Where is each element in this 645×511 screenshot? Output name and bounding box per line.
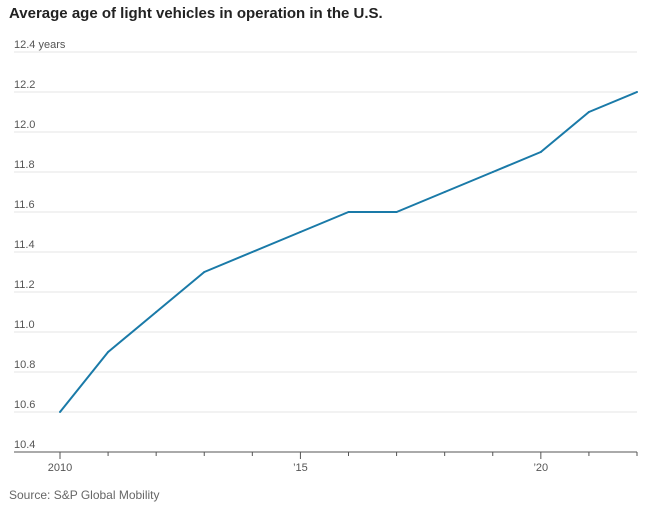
y-tick-label: 12.4 years (14, 39, 66, 51)
y-axis-labels: 12.4 years 12.2 12.0 11.8 11.6 11.4 11.2 11.0 10… (14, 39, 66, 451)
data-point (299, 231, 302, 233)
source-note: Source: S&P Global Mobility (9, 488, 160, 502)
data-point (443, 191, 446, 193)
x-tick-label: ’15 (293, 462, 308, 474)
y-tick-label: 12.2 (14, 79, 35, 91)
y-tick-label: 12.0 (14, 119, 35, 131)
data-point (107, 351, 110, 353)
data-point (491, 171, 494, 173)
y-tick-label: 10.4 (14, 439, 35, 451)
data-point (395, 211, 398, 213)
data-point (636, 91, 638, 93)
x-tick-label: ’20 (533, 462, 548, 474)
y-tick-label: 10.8 (14, 359, 35, 371)
chart-title: Average age of light vehicles in operati… (9, 5, 383, 22)
data-point (587, 111, 590, 113)
series-layer (59, 91, 638, 413)
y-tick-label: 11.0 (14, 319, 35, 331)
gridlines (14, 51, 637, 413)
data-point (347, 211, 350, 213)
data-point (203, 271, 206, 273)
data-point (251, 251, 254, 253)
x-tick-label: 2010 (48, 462, 72, 474)
y-tick-label: 11.8 (14, 159, 35, 171)
y-tick-label: 11.4 (14, 239, 35, 251)
data-point (155, 311, 158, 313)
y-tick-label: 11.6 (14, 199, 35, 211)
y-tick-label: 10.6 (14, 399, 35, 411)
data-point (59, 411, 61, 413)
y-tick-label: 11.2 (14, 279, 35, 291)
x-axis: 2010 ’15 ’20 (14, 451, 638, 474)
data-point (539, 151, 542, 153)
